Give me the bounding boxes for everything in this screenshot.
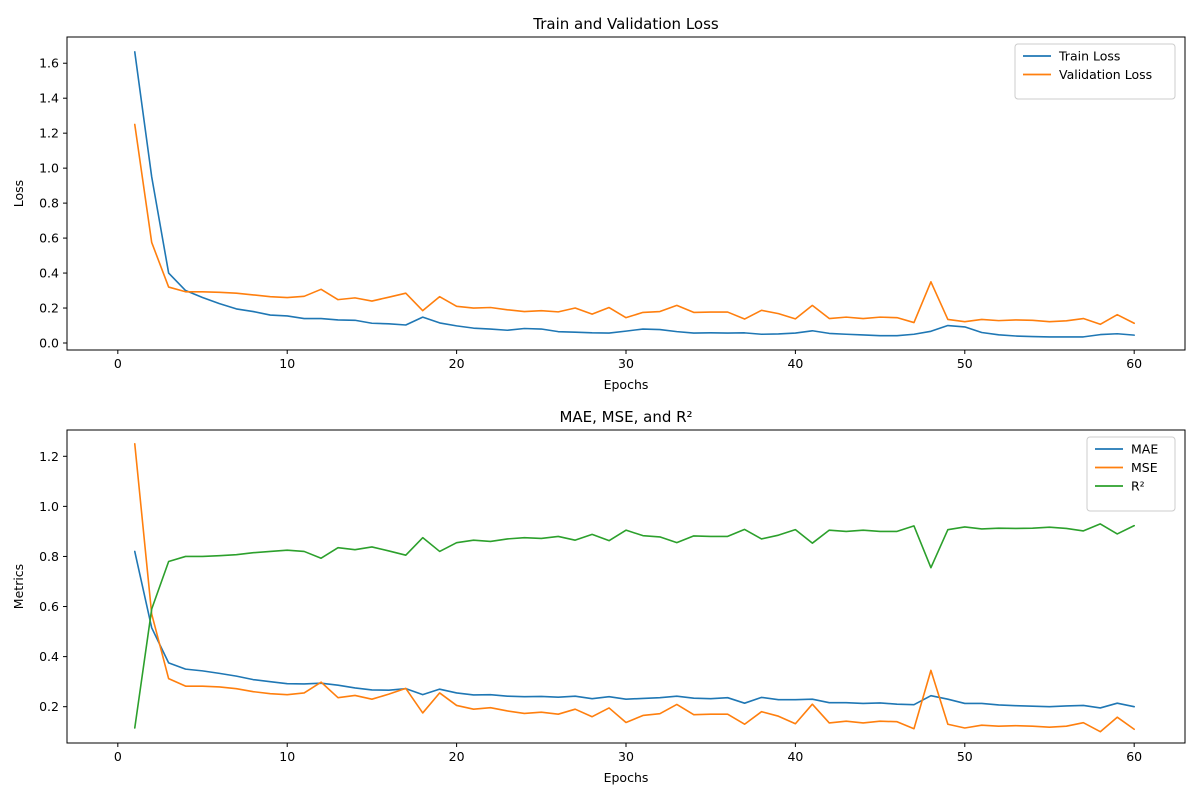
loss-legend-box <box>1014 43 1176 100</box>
loss-x-tick-label: 0 <box>114 356 122 371</box>
loss-x-tick-label: 30 <box>618 356 634 371</box>
metrics-y-axis-label: Metrics <box>11 564 26 609</box>
metrics-x-tick-label: 40 <box>787 749 803 764</box>
metrics-x-tick-label: 0 <box>114 749 122 764</box>
loss-chart-title: Train and Validation Loss <box>532 15 719 33</box>
loss-y-tick-label: 0.2 <box>39 301 59 316</box>
metrics-y-tick-label: 0.4 <box>39 649 59 664</box>
metrics-x-axis-label: Epochs <box>604 770 649 785</box>
metrics-y-tick-label: 0.6 <box>39 599 59 614</box>
loss-x-tick-label: 60 <box>1126 356 1142 371</box>
loss-chart-panel: 0 10 20 30 40 50 60 0.0 0.2 0.4 0.6 0.8 1.0 1.2 1.4 1.… <box>11 15 1186 392</box>
loss-series-line-train-loss <box>133 51 1135 338</box>
metrics-x-tick-label: 60 <box>1126 749 1142 764</box>
metrics-series-line-mse <box>133 442 1135 733</box>
loss-y-tick-label: 1.2 <box>39 126 59 141</box>
metrics-axes-frame <box>66 429 1186 744</box>
metrics-chart-title: MAE, MSE, and R² <box>559 408 692 426</box>
metrics-x-tick-label: 50 <box>957 749 973 764</box>
loss-x-ticks: 0 10 20 30 40 50 60 <box>114 350 1142 371</box>
loss-legend: Train Loss Validation Loss <box>1014 43 1176 100</box>
loss-x-tick-label: 20 <box>449 356 465 371</box>
loss-y-tick-label: 0.4 <box>39 266 59 281</box>
metrics-legend-label-mae: MAE <box>1131 442 1158 457</box>
loss-y-tick-label: 0.0 <box>39 336 59 351</box>
metrics-x-tick-label: 10 <box>279 749 295 764</box>
loss-x-tick-label: 50 <box>957 356 973 371</box>
metrics-y-tick-label: 0.2 <box>39 699 59 714</box>
metrics-y-tick-label: 1.2 <box>39 449 59 464</box>
loss-plot-lines <box>133 51 1135 338</box>
metrics-series-line-mae <box>133 550 1135 709</box>
metrics-legend-label-mse: MSE <box>1131 460 1158 475</box>
loss-axes-frame <box>66 36 1186 351</box>
metrics-x-ticks: 0 10 20 30 40 50 60 <box>114 743 1142 764</box>
metrics-x-tick-label: 20 <box>449 749 465 764</box>
metrics-x-tick-label: 30 <box>618 749 634 764</box>
loss-legend-label-validation-loss: Validation Loss <box>1059 67 1152 82</box>
loss-x-tick-label: 10 <box>279 356 295 371</box>
metrics-legend-label-r: R² <box>1131 479 1145 494</box>
loss-x-axis-label: Epochs <box>604 377 649 392</box>
metrics-y-tick-label: 1.0 <box>39 499 59 514</box>
metrics-plot-lines <box>133 442 1135 733</box>
loss-y-tick-label: 1.4 <box>39 91 59 106</box>
loss-y-tick-label: 0.8 <box>39 196 59 211</box>
metrics-series-line-r <box>133 523 1135 729</box>
metrics-legend: MAE MSE R² <box>1086 436 1176 512</box>
loss-series-line-validation-loss <box>133 123 1135 326</box>
loss-x-tick-label: 40 <box>787 356 803 371</box>
loss-y-tick-label: 0.6 <box>39 231 59 246</box>
metrics-y-ticks: 0.2 0.4 0.6 0.8 1.0 1.2 <box>39 449 67 714</box>
metrics-chart-panel: 0 10 20 30 40 50 60 0.2 0.4 0.6 0.8 1.0 1.2 MAE, MS… <box>11 408 1186 785</box>
loss-y-axis-label: Loss <box>11 180 26 207</box>
loss-y-tick-label: 1.0 <box>39 161 59 176</box>
metrics-legend-box <box>1086 436 1176 512</box>
metrics-y-tick-label: 0.8 <box>39 549 59 564</box>
loss-y-tick-label: 1.6 <box>39 56 59 71</box>
loss-legend-label-train-loss: Train Loss <box>1058 49 1120 64</box>
loss-y-ticks: 0.0 0.2 0.4 0.6 0.8 1.0 1.2 1.4 1.6 <box>39 56 67 351</box>
